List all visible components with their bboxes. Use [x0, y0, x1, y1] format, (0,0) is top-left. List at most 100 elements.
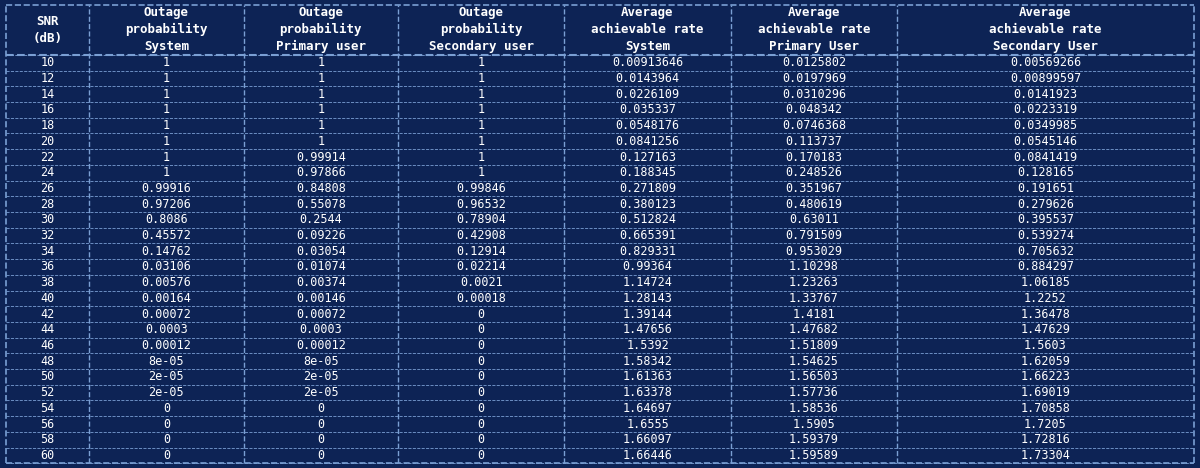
Text: 0.0197969: 0.0197969 — [781, 72, 846, 85]
Text: 0.01074: 0.01074 — [296, 261, 346, 273]
Text: 1: 1 — [478, 88, 485, 101]
Text: 34: 34 — [41, 245, 55, 258]
Text: 0: 0 — [478, 355, 485, 368]
Text: 0: 0 — [317, 402, 324, 415]
Text: 1: 1 — [478, 151, 485, 163]
Text: 0.128165: 0.128165 — [1018, 166, 1074, 179]
Text: 1.47682: 1.47682 — [788, 323, 839, 336]
Text: 1.72816: 1.72816 — [1020, 433, 1070, 446]
Text: 0.03054: 0.03054 — [296, 245, 346, 258]
Text: 0.0545146: 0.0545146 — [1014, 135, 1078, 148]
Text: 2e-05: 2e-05 — [149, 386, 184, 399]
Text: 0.395537: 0.395537 — [1018, 213, 1074, 227]
Text: 0.78904: 0.78904 — [456, 213, 506, 227]
Text: 0.96532: 0.96532 — [456, 197, 506, 211]
Text: 1: 1 — [163, 72, 170, 85]
Text: 0.02214: 0.02214 — [456, 261, 506, 273]
Text: 1: 1 — [163, 103, 170, 117]
Text: 0.665391: 0.665391 — [619, 229, 676, 242]
Text: 0.0021: 0.0021 — [460, 276, 503, 289]
Text: 1.5905: 1.5905 — [792, 417, 835, 431]
Text: 1.36478: 1.36478 — [1020, 307, 1070, 321]
Text: 10: 10 — [41, 56, 55, 69]
Text: 0.99916: 0.99916 — [142, 182, 191, 195]
Text: 60: 60 — [41, 449, 55, 462]
Text: 0.380123: 0.380123 — [619, 197, 676, 211]
Text: 0.0226109: 0.0226109 — [616, 88, 679, 101]
Text: 0.99914: 0.99914 — [296, 151, 346, 163]
Text: 0.048342: 0.048342 — [785, 103, 842, 117]
Text: 0.271809: 0.271809 — [619, 182, 676, 195]
Text: 0: 0 — [163, 402, 170, 415]
Text: 1.47656: 1.47656 — [623, 323, 672, 336]
Text: Average
achievable rate
Secondary User: Average achievable rate Secondary User — [989, 6, 1102, 53]
Text: 1.59589: 1.59589 — [788, 449, 839, 462]
Text: 0.170183: 0.170183 — [785, 151, 842, 163]
Text: 0.97206: 0.97206 — [142, 197, 191, 211]
Text: 0.113737: 0.113737 — [785, 135, 842, 148]
Text: Average
achievable rate
Primary User: Average achievable rate Primary User — [757, 6, 870, 53]
Text: 0.829331: 0.829331 — [619, 245, 676, 258]
Text: 1.06185: 1.06185 — [1020, 276, 1070, 289]
Text: 1: 1 — [478, 119, 485, 132]
Text: 20: 20 — [41, 135, 55, 148]
Text: 1.56503: 1.56503 — [788, 371, 839, 383]
Text: 0.00569266: 0.00569266 — [1010, 56, 1081, 69]
Text: 52: 52 — [41, 386, 55, 399]
Text: 0.0746368: 0.0746368 — [781, 119, 846, 132]
Text: 1.7205: 1.7205 — [1024, 417, 1067, 431]
Text: 1: 1 — [317, 135, 324, 148]
Text: 0.351967: 0.351967 — [785, 182, 842, 195]
Text: 1.58342: 1.58342 — [623, 355, 672, 368]
Text: 0.00576: 0.00576 — [142, 276, 191, 289]
Text: 0: 0 — [478, 402, 485, 415]
Text: 1.47629: 1.47629 — [1020, 323, 1070, 336]
Text: 0.0841256: 0.0841256 — [616, 135, 679, 148]
Text: 0.99846: 0.99846 — [456, 182, 506, 195]
Text: 0.0003: 0.0003 — [300, 323, 342, 336]
Text: 40: 40 — [41, 292, 55, 305]
Text: 1: 1 — [163, 151, 170, 163]
Text: Outage
probability
Primary user: Outage probability Primary user — [276, 6, 366, 53]
Text: 1.63378: 1.63378 — [623, 386, 672, 399]
Text: 0.55078: 0.55078 — [296, 197, 346, 211]
Text: 0.884297: 0.884297 — [1018, 261, 1074, 273]
Text: 22: 22 — [41, 151, 55, 163]
Text: 56: 56 — [41, 417, 55, 431]
Text: 1.70858: 1.70858 — [1020, 402, 1070, 415]
Text: 0.00164: 0.00164 — [142, 292, 191, 305]
Text: 1.66446: 1.66446 — [623, 449, 672, 462]
Text: SNR
(dB): SNR (dB) — [32, 15, 62, 45]
Text: 8e-05: 8e-05 — [304, 355, 338, 368]
Text: 0.0143964: 0.0143964 — [616, 72, 679, 85]
Text: 1: 1 — [317, 72, 324, 85]
Text: 1.6555: 1.6555 — [626, 417, 668, 431]
Text: 0.00899597: 0.00899597 — [1010, 72, 1081, 85]
Text: 0.00012: 0.00012 — [296, 339, 346, 352]
Text: 18: 18 — [41, 119, 55, 132]
Text: 0.035337: 0.035337 — [619, 103, 676, 117]
Text: 24: 24 — [41, 166, 55, 179]
Text: 1.5392: 1.5392 — [626, 339, 668, 352]
Text: 1: 1 — [317, 56, 324, 69]
Text: 2e-05: 2e-05 — [304, 371, 338, 383]
Text: 0.791509: 0.791509 — [785, 229, 842, 242]
Text: 1.58536: 1.58536 — [788, 402, 839, 415]
Text: 32: 32 — [41, 229, 55, 242]
Text: 0: 0 — [317, 417, 324, 431]
Text: 1.54625: 1.54625 — [788, 355, 839, 368]
Text: 1.62059: 1.62059 — [1020, 355, 1070, 368]
Text: 0: 0 — [478, 386, 485, 399]
Text: 0.45572: 0.45572 — [142, 229, 191, 242]
Text: 2e-05: 2e-05 — [304, 386, 338, 399]
Text: 1.66223: 1.66223 — [1020, 371, 1070, 383]
Text: 38: 38 — [41, 276, 55, 289]
Text: 0.0125802: 0.0125802 — [781, 56, 846, 69]
Text: 30: 30 — [41, 213, 55, 227]
Text: 0.00072: 0.00072 — [296, 307, 346, 321]
Text: 1: 1 — [163, 166, 170, 179]
Text: 1.14724: 1.14724 — [623, 276, 672, 289]
Text: 0.2544: 0.2544 — [300, 213, 342, 227]
Text: 1: 1 — [317, 103, 324, 117]
Text: 0.0003: 0.0003 — [145, 323, 187, 336]
